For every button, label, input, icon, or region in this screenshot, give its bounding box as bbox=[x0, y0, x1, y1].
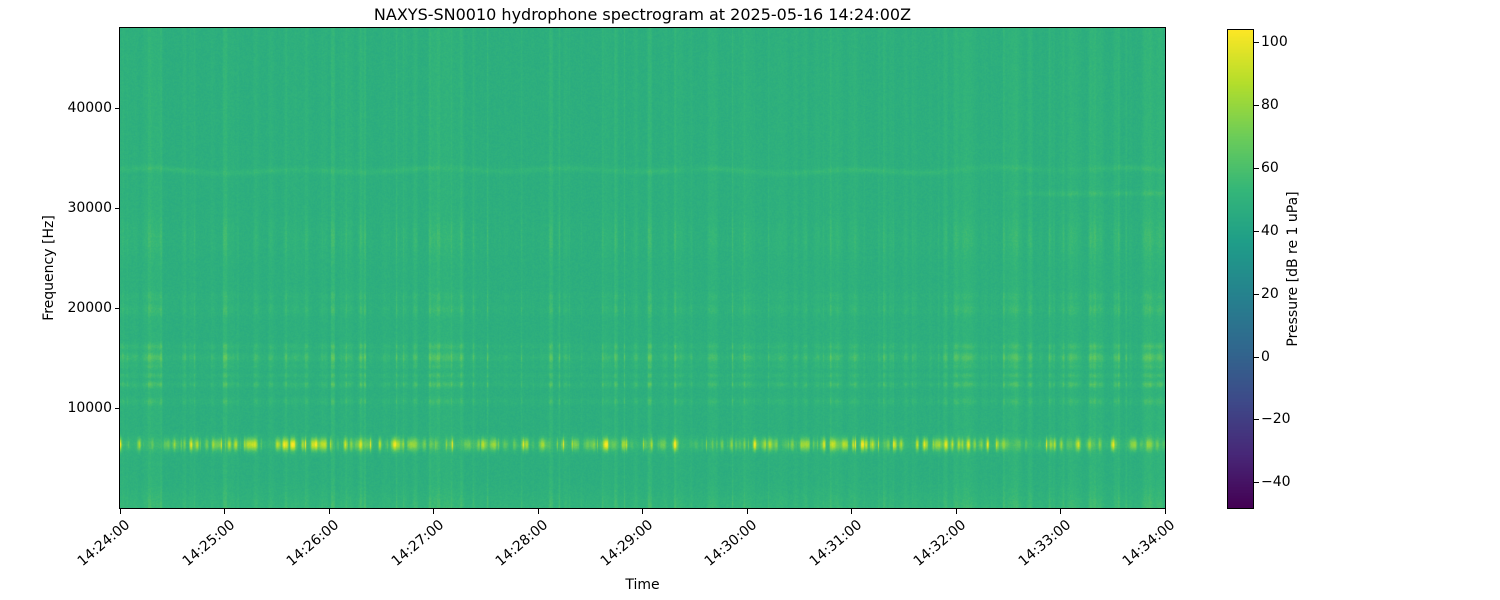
y-tick-mark bbox=[115, 407, 120, 409]
colorbar-tick-label: 60 bbox=[1261, 159, 1279, 176]
x-tick-mark bbox=[1060, 509, 1061, 514]
x-tick-mark bbox=[1164, 509, 1166, 514]
colorbar-tick-mark bbox=[1254, 293, 1259, 295]
x-tick-mark bbox=[328, 509, 330, 514]
x-tick-label: 14:29:00 bbox=[597, 517, 656, 570]
x-tick-label: 14:34:00 bbox=[1119, 517, 1179, 570]
chart-title: NAXYS-SN0010 hydrophone spectrogram at 2… bbox=[373, 5, 912, 24]
colorbar-tick-label: 40 bbox=[1261, 222, 1279, 239]
x-tick-mark bbox=[119, 509, 121, 514]
y-tick-label: 30000 bbox=[67, 199, 112, 216]
x-tick-label: 14:30:00 bbox=[701, 517, 761, 570]
y-tick-label: 10000 bbox=[67, 399, 112, 416]
colorbar-tick-mark bbox=[1254, 482, 1259, 484]
spectrogram-plot-area bbox=[119, 27, 1166, 509]
x-tick-label: 14:33:00 bbox=[1015, 517, 1074, 570]
colorbar-tick-mark bbox=[1254, 104, 1259, 106]
colorbar-tick-mark bbox=[1254, 42, 1259, 44]
colorbar bbox=[1227, 29, 1254, 509]
y-tick-label: 20000 bbox=[67, 299, 112, 316]
y-tick-mark bbox=[115, 107, 120, 109]
colorbar-tick-label: −20 bbox=[1261, 411, 1291, 428]
x-axis-label: Time bbox=[625, 577, 660, 593]
colorbar-tick-label: 80 bbox=[1261, 96, 1279, 113]
x-tick-label: 14:27:00 bbox=[388, 517, 447, 570]
colorbar-gradient bbox=[1228, 30, 1253, 508]
spectrogram-image bbox=[120, 28, 1165, 508]
y-axis-label: Frequency [Hz] bbox=[41, 215, 57, 321]
x-tick-label: 14:32:00 bbox=[910, 517, 970, 570]
y-tick-label: 40000 bbox=[67, 99, 112, 116]
colorbar-tick-mark bbox=[1254, 167, 1259, 169]
colorbar-tick-mark bbox=[1254, 419, 1259, 421]
colorbar-label: Pressure [dB re 1 uPa] bbox=[1285, 191, 1301, 347]
colorbar-tick-label: 20 bbox=[1261, 285, 1279, 302]
x-tick-label: 14:24:00 bbox=[74, 517, 134, 570]
colorbar-tick-label: −40 bbox=[1261, 474, 1291, 491]
x-tick-mark bbox=[433, 509, 434, 514]
x-tick-mark bbox=[746, 509, 748, 514]
colorbar-tick-mark bbox=[1254, 356, 1259, 358]
x-tick-label: 14:26:00 bbox=[283, 517, 343, 570]
colorbar-tick-label: 0 bbox=[1261, 348, 1270, 365]
y-tick-mark bbox=[115, 207, 120, 209]
x-tick-label: 14:31:00 bbox=[806, 517, 865, 570]
colorbar-tick-mark bbox=[1254, 230, 1259, 232]
x-tick-mark bbox=[955, 509, 957, 514]
x-tick-mark bbox=[851, 509, 852, 514]
x-tick-mark bbox=[537, 509, 539, 514]
x-tick-label: 14:28:00 bbox=[492, 517, 552, 570]
y-tick-mark bbox=[115, 307, 120, 309]
colorbar-tick-label: 100 bbox=[1261, 34, 1288, 51]
x-tick-mark bbox=[642, 509, 643, 514]
x-tick-mark bbox=[224, 509, 225, 514]
x-tick-label: 14:25:00 bbox=[179, 517, 238, 570]
